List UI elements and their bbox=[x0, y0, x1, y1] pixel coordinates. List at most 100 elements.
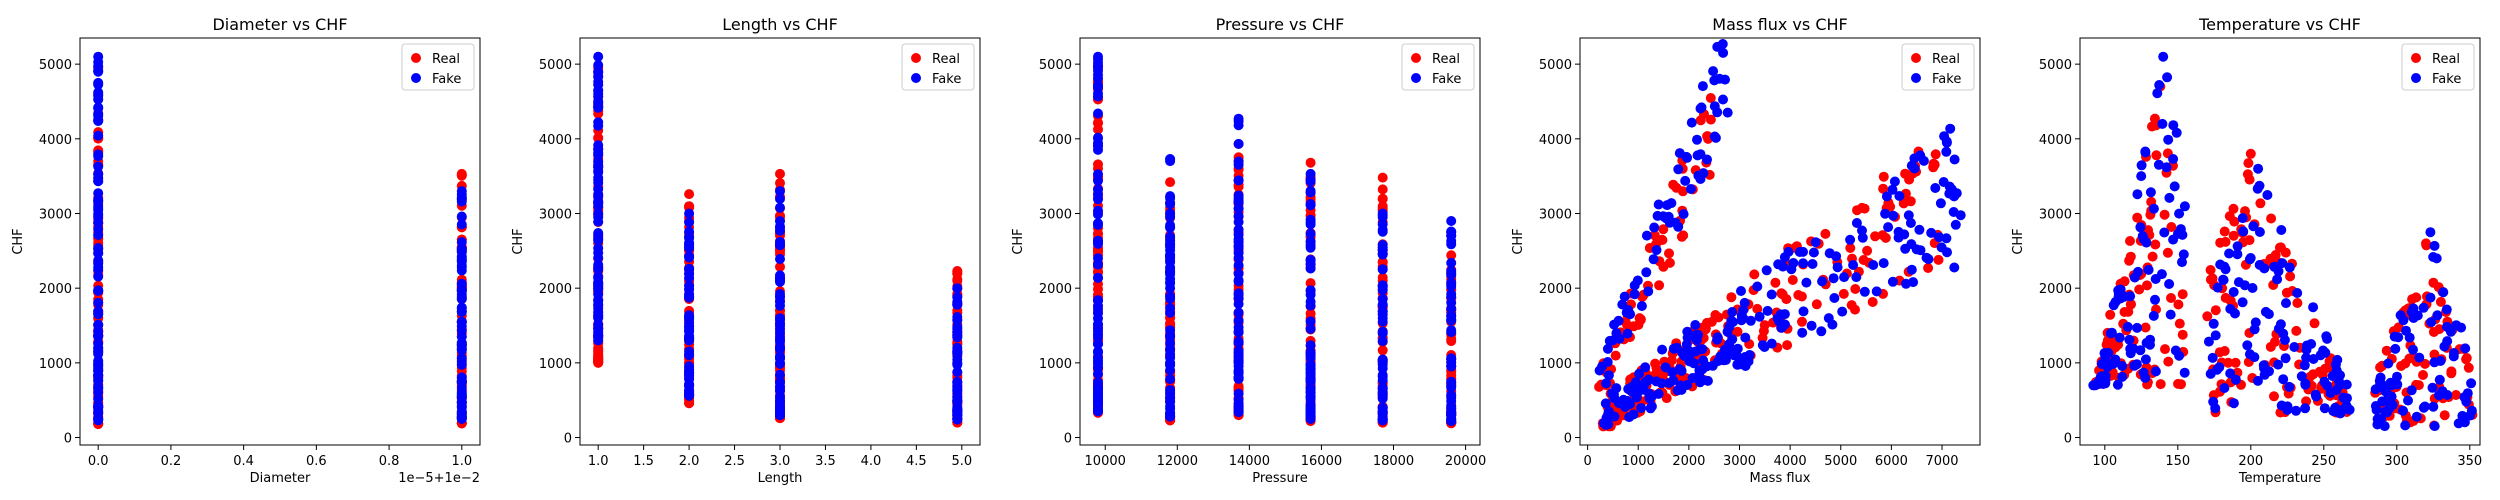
x-tick-label: 0 bbox=[1583, 454, 1591, 469]
data-point-fake bbox=[2334, 376, 2345, 387]
data-points bbox=[1594, 39, 1966, 432]
data-point-real bbox=[1732, 326, 1743, 337]
data-point-fake bbox=[1859, 286, 1870, 297]
data-point-real bbox=[1787, 275, 1798, 285]
series-fake bbox=[1093, 51, 1457, 427]
data-point-real bbox=[1671, 182, 1682, 193]
data-point-real bbox=[1165, 177, 1176, 188]
data-point-fake bbox=[1165, 291, 1176, 302]
data-point-fake bbox=[1950, 219, 1961, 230]
data-point-real bbox=[2292, 298, 2303, 308]
data-point-fake bbox=[93, 115, 104, 125]
data-point-fake bbox=[1839, 272, 1850, 283]
legend-marker-fake bbox=[2411, 73, 2421, 83]
data-point-fake bbox=[952, 330, 963, 341]
data-point-fake bbox=[775, 369, 785, 380]
data-point-fake bbox=[93, 271, 104, 282]
data-point-real bbox=[2396, 361, 2407, 371]
data-point-fake bbox=[1738, 305, 1749, 316]
data-point-fake bbox=[1233, 203, 1244, 214]
data-point-fake bbox=[1446, 315, 1457, 326]
data-point-fake bbox=[2278, 374, 2289, 385]
data-point-fake bbox=[1233, 224, 1244, 235]
data-point-real bbox=[1793, 290, 1804, 300]
data-point-fake bbox=[1446, 325, 1457, 336]
x-tick-label: 16000 bbox=[1301, 454, 1342, 469]
data-point-fake bbox=[2174, 350, 2185, 361]
data-point-real bbox=[1846, 300, 1857, 311]
data-point-fake bbox=[1611, 383, 1622, 394]
data-point-fake bbox=[2277, 258, 2288, 269]
data-point-fake bbox=[2238, 226, 2249, 237]
data-point-fake bbox=[2207, 352, 2218, 363]
data-point-real bbox=[2110, 342, 2121, 353]
data-point-fake bbox=[1645, 403, 1656, 414]
data-point-fake bbox=[1446, 266, 1457, 276]
series-real bbox=[1093, 60, 1457, 429]
data-point-fake bbox=[1233, 252, 1244, 263]
data-point-fake bbox=[1093, 384, 1103, 395]
data-point-fake bbox=[2301, 352, 2312, 363]
data-point-fake bbox=[2390, 343, 2401, 354]
y-tick-label: 5000 bbox=[539, 58, 572, 73]
data-point-real bbox=[2150, 239, 2161, 250]
data-point-fake bbox=[1604, 335, 1615, 346]
data-point-fake bbox=[93, 370, 104, 381]
data-point-real bbox=[2140, 322, 2151, 333]
data-point-fake bbox=[2292, 288, 2303, 298]
data-point-real bbox=[2155, 379, 2166, 390]
data-point-fake bbox=[1883, 222, 1894, 233]
data-point-fake bbox=[2341, 400, 2352, 411]
data-point-fake bbox=[1093, 308, 1103, 318]
data-point-fake bbox=[1801, 277, 1812, 288]
data-point-fake bbox=[1377, 280, 1388, 291]
x-tick-label: 0.4 bbox=[233, 454, 254, 469]
data-point-real bbox=[1377, 201, 1388, 212]
data-point-fake bbox=[2125, 343, 2136, 354]
data-point-fake bbox=[593, 66, 604, 77]
data-point-fake bbox=[593, 278, 604, 289]
data-point-fake bbox=[1615, 398, 1626, 409]
series-fake bbox=[1594, 39, 1966, 430]
data-point-fake bbox=[2414, 352, 2425, 363]
data-point-fake bbox=[1712, 334, 1723, 345]
data-point-fake bbox=[93, 297, 104, 308]
data-point-fake bbox=[93, 338, 104, 349]
data-point-real bbox=[1705, 114, 1716, 125]
data-point-fake bbox=[1093, 184, 1103, 195]
data-point-fake bbox=[2289, 342, 2300, 352]
data-point-fake bbox=[1673, 221, 1684, 232]
data-point-real bbox=[1664, 248, 1674, 259]
y-tick-label: 5000 bbox=[39, 58, 72, 73]
plot-frame bbox=[1579, 37, 1981, 446]
data-point-fake bbox=[1305, 217, 1316, 228]
data-point-fake bbox=[1377, 248, 1388, 259]
data-point-fake bbox=[456, 192, 467, 203]
chart-panel-2: Length vs CHF 1.0 1.5 2.0 2.5 3.0 3.5 4.0 4.5 5.0… bbox=[511, 15, 981, 486]
data-point-fake bbox=[2291, 405, 2301, 416]
data-point-real bbox=[2142, 280, 2152, 291]
x-tick-label: 12000 bbox=[1157, 454, 1198, 469]
data-point-fake bbox=[1641, 230, 1652, 241]
data-point-fake bbox=[2162, 72, 2173, 83]
data-point-fake bbox=[456, 359, 467, 370]
data-point-fake bbox=[1653, 199, 1664, 210]
data-point-fake bbox=[1609, 319, 1620, 330]
data-point-fake bbox=[456, 219, 467, 230]
data-point-fake bbox=[1941, 233, 1952, 244]
data-point-real bbox=[2285, 271, 2296, 282]
data-point-real bbox=[1446, 250, 1457, 261]
data-point-fake bbox=[1093, 295, 1103, 306]
data-point-fake bbox=[1906, 264, 1917, 275]
data-point-real bbox=[1664, 257, 1675, 268]
data-point-fake bbox=[2168, 154, 2179, 164]
data-point-fake bbox=[1377, 382, 1388, 393]
data-point-fake bbox=[1807, 259, 1818, 269]
data-point-fake bbox=[684, 217, 695, 228]
data-point-fake bbox=[2338, 392, 2349, 403]
x-tick-label: 0.8 bbox=[379, 454, 400, 469]
data-point-real bbox=[2119, 276, 2130, 287]
y-axis-label: CHF bbox=[1011, 228, 1026, 254]
data-point-fake bbox=[1233, 159, 1244, 170]
data-point-fake bbox=[2108, 300, 2119, 311]
